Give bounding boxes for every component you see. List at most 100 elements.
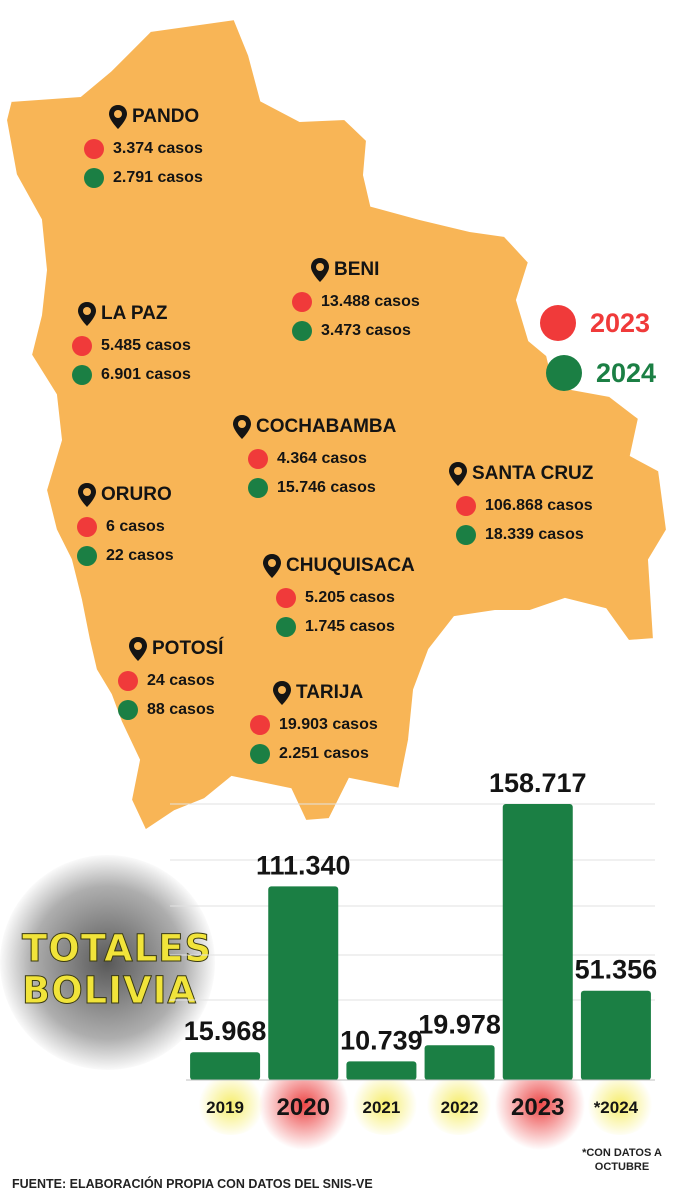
tick-label-2021: 2021 — [363, 1098, 401, 1117]
dept-oruro: ORURO 6 casos 22 casos — [77, 482, 174, 566]
red-dot-icon — [292, 292, 312, 312]
value-label-2019: 15.968 — [184, 1016, 267, 1046]
tick-label-2024: *2024 — [594, 1098, 639, 1117]
tick-label-2020: 2020 — [277, 1094, 330, 1121]
cases-2024: 15.746 casos — [277, 479, 376, 496]
cases-2024: 1.745 casos — [305, 618, 395, 635]
year-glow-2024 — [585, 1075, 655, 1135]
green-dot-icon — [248, 478, 268, 498]
value-label-2020: 111.340 — [256, 850, 351, 880]
legend-label-2023: 2023 — [590, 307, 651, 338]
cases-2023: 4.364 casos — [277, 450, 367, 467]
green-dot-icon — [292, 321, 312, 341]
value-label-2023: 158.717 — [489, 768, 587, 798]
bolivia-map-shape — [2, 15, 671, 835]
green-dot-icon — [456, 525, 476, 545]
dept-name-label: LA PAZ — [101, 303, 168, 324]
source-text: FUENTE: ELABORACIÓN PROPIA CON DATOS DEL… — [12, 1177, 373, 1191]
dept-name-label: CHUQUISACA — [286, 555, 415, 576]
red-dot-icon — [276, 588, 296, 608]
year-glow-2022 — [424, 1075, 494, 1135]
dept-tarija: TARIJA 19.903 casos 2.251 casos — [250, 680, 378, 764]
red-dot-icon — [248, 449, 268, 469]
cases-2024: 3.473 casos — [321, 322, 411, 339]
map-pin-icon — [263, 554, 281, 578]
cases-2024: 18.339 casos — [485, 526, 584, 543]
bar-2020 — [268, 886, 339, 1080]
red-dot-icon — [118, 671, 138, 691]
dept-santa-cruz: SANTA CRUZ 106.868 casos 18.339 casos — [448, 461, 593, 545]
value-label-2022: 19.978 — [418, 1009, 501, 1039]
cases-2023: 3.374 casos — [113, 140, 203, 157]
cases-2023: 5.485 casos — [101, 337, 191, 354]
green-dot-icon — [250, 744, 270, 764]
cases-2023: 24 casos — [147, 672, 215, 689]
cases-2023: 19.903 casos — [279, 716, 378, 733]
totals-title-line1: TOTALES — [21, 927, 213, 970]
cases-2024: 2.791 casos — [113, 169, 203, 186]
red-dot-icon — [77, 517, 97, 537]
dept-name-label: COCHABAMBA — [256, 416, 397, 437]
cases-2023: 106.868 casos — [485, 497, 593, 514]
red-dot-icon — [84, 139, 104, 159]
title-glow — [0, 855, 215, 1070]
year-glow-2019 — [196, 1075, 266, 1135]
map-pin-icon — [273, 681, 291, 705]
legend-2024: 2024 — [546, 355, 656, 391]
map-pin-icon — [109, 105, 127, 129]
dept-la-paz: LA PAZ 5.485 casos 6.901 casos — [72, 301, 191, 385]
cases-2024: 2.251 casos — [279, 745, 369, 762]
green-dot-icon — [118, 700, 138, 720]
cases-2024: 88 casos — [147, 701, 215, 718]
dept-beni: BENI 13.488 casos 3.473 casos — [292, 257, 420, 341]
map-pin-icon — [233, 415, 251, 439]
red-dot-icon — [456, 496, 476, 516]
value-label-2024: 51.356 — [575, 955, 658, 985]
green-dot-icon — [77, 546, 97, 566]
bar-2022 — [424, 1045, 495, 1080]
dept-pando: PANDO 3.374 casos 2.791 casos — [84, 104, 203, 188]
dept-name-label: POTOSÍ — [152, 638, 224, 659]
cases-2024: 22 casos — [106, 547, 174, 564]
bar-2024 — [580, 990, 651, 1080]
footnote: *CON DATOS A OCTUBRE — [582, 1147, 662, 1173]
red-dot-icon — [72, 336, 92, 356]
map-pin-icon — [78, 302, 96, 326]
dept-chuquisaca: CHUQUISACA 5.205 casos 1.745 casos — [262, 553, 415, 637]
map-pin-icon — [449, 462, 467, 486]
totals-title: TOTALES BOLIVIA — [21, 927, 213, 1012]
map-pin-icon — [311, 258, 329, 282]
cases-2024: 6.901 casos — [101, 366, 191, 383]
cases-2023: 5.205 casos — [305, 589, 395, 606]
legend-2023: 2023 — [540, 305, 650, 341]
tick-label-2022: 2022 — [441, 1098, 479, 1117]
dept-name-label: BENI — [334, 259, 380, 280]
dept-cochabamba: COCHABAMBA 4.364 casos 15.746 casos — [232, 414, 396, 498]
year-glow-2021 — [350, 1075, 420, 1135]
dept-name-label: ORURO — [101, 484, 172, 505]
green-dot-icon — [276, 617, 296, 637]
value-label-2021: 10.739 — [340, 1025, 423, 1055]
red-dot-icon — [250, 715, 270, 735]
bar-2023 — [502, 804, 573, 1080]
dept-name-label: PANDO — [132, 106, 200, 127]
map-pin-icon — [78, 483, 96, 507]
dept-name-label: SANTA CRUZ — [472, 463, 594, 484]
bar-2019 — [190, 1052, 261, 1080]
cases-2023: 6 casos — [106, 518, 165, 535]
tick-label-2019: 2019 — [206, 1098, 244, 1117]
map-pin-icon — [129, 637, 147, 661]
red-dot-icon — [540, 305, 576, 341]
green-dot-icon — [84, 168, 104, 188]
legend-label-2024: 2024 — [596, 357, 657, 388]
totals-title-line2: BOLIVIA — [21, 969, 198, 1012]
cases-2023: 13.488 casos — [321, 293, 420, 310]
dept-name-label: TARIJA — [296, 682, 364, 703]
green-dot-icon — [72, 365, 92, 385]
green-dot-icon — [546, 355, 582, 391]
dept-potosi: POTOSÍ 24 casos 88 casos — [118, 636, 224, 720]
bar-2021 — [346, 1061, 417, 1080]
tick-label-2023: 2023 — [511, 1094, 564, 1121]
